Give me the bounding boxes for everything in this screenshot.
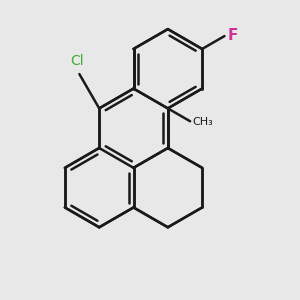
Text: F: F (228, 28, 238, 43)
Text: CH₃: CH₃ (192, 117, 213, 127)
Text: Cl: Cl (70, 54, 84, 68)
